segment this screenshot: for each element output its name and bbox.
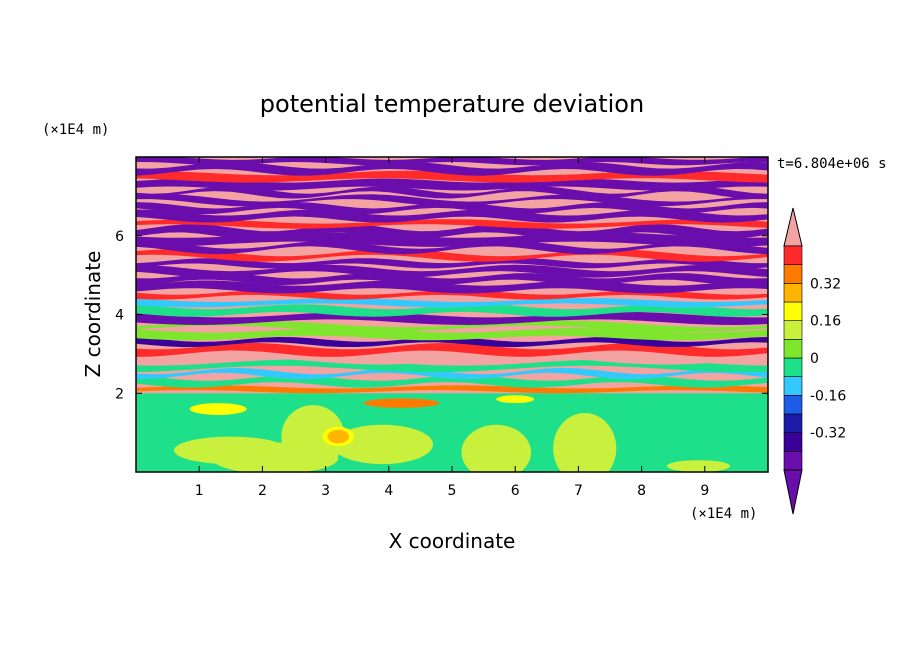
anomaly-band (136, 161, 768, 176)
chart-title: potential temperature deviation (260, 90, 644, 118)
x-unit-label: (×1E4 m) (690, 506, 757, 522)
anomaly-band (136, 264, 768, 278)
anomaly-band (136, 337, 768, 348)
anomaly-band (136, 232, 768, 247)
y-tick-label: 6 (115, 229, 124, 245)
plume (496, 395, 535, 404)
anomaly-band (136, 385, 768, 394)
x-tick-label: 8 (637, 483, 646, 499)
plume (461, 424, 531, 472)
y-unit-label: (×1E4 m) (42, 122, 109, 138)
plume (281, 405, 345, 469)
stable-layer (136, 157, 768, 394)
colorbar-segment (783, 320, 803, 340)
y-axis: 2 4 6 (115, 229, 768, 402)
colorbar-segment (783, 451, 803, 471)
anomaly-band (136, 359, 768, 373)
anomaly-band (136, 367, 768, 380)
anomaly-band (136, 202, 768, 215)
anomaly-band (136, 311, 768, 325)
anomaly-band (136, 224, 768, 240)
colorbar-segment (783, 413, 803, 433)
colorbar-segment (783, 245, 803, 265)
y-axis-label: Z coordinate (81, 251, 105, 378)
anomaly-band (136, 240, 768, 255)
colorbar-segment (783, 339, 803, 359)
x-tick-label: 6 (511, 483, 520, 499)
x-tick-label: 5 (448, 483, 457, 499)
anomaly-band (136, 298, 768, 308)
anomaly-band (136, 170, 768, 183)
colorbar-segment (783, 264, 803, 284)
x-axis-label: X coordinate (389, 529, 516, 553)
x-tick-label: 2 (258, 483, 267, 499)
x-axis: 1 2 3 4 5 6 7 8 9 (195, 157, 709, 499)
x-tick-label: 1 (195, 483, 204, 499)
y-tick-label: 4 (115, 308, 124, 324)
anomaly-band (136, 320, 768, 333)
anomaly-band (136, 219, 768, 229)
time-label: t=6.804e+06 s (777, 156, 887, 172)
plume (363, 398, 440, 408)
colorbar-tick-label: -0.32 (810, 426, 846, 442)
anomaly-band (136, 186, 768, 199)
colorbar-segment (783, 376, 803, 396)
x-tick-label: 3 (321, 483, 330, 499)
plume (666, 460, 731, 472)
y-tick-label: 2 (115, 386, 124, 402)
colorbar-tick-label: 0.32 (810, 276, 841, 292)
colorbar-extend-bottom (783, 469, 803, 515)
colorbar-extend-top (783, 207, 803, 247)
plume (327, 429, 349, 444)
colorbar-tick-label: 0 (810, 351, 819, 367)
plot-area (136, 157, 768, 472)
colorbar-segment (783, 357, 803, 377)
contour-field (136, 157, 768, 472)
plume (553, 412, 617, 472)
anomaly-band (136, 343, 768, 357)
x-tick-label: 4 (384, 483, 393, 499)
x-tick-label: 9 (700, 483, 709, 499)
colorbar-segment (783, 301, 803, 321)
colorbar: 0.32 0.16 0 -0.16 -0.32 (783, 207, 846, 515)
colorbar-segment (783, 283, 803, 303)
anomaly-band (136, 328, 768, 341)
colorbar-segment (783, 395, 803, 415)
anomaly-band (136, 209, 768, 223)
plume (331, 424, 434, 465)
plume (189, 403, 247, 415)
anomaly-band (136, 178, 768, 191)
colorbar-tick-label: 0.16 (810, 314, 841, 330)
colorbar-segment (783, 432, 803, 452)
anomaly-band (136, 258, 768, 269)
colorbar-tick-label: -0.16 (810, 388, 846, 404)
anomaly-band (136, 304, 768, 317)
anomaly-band (136, 273, 768, 286)
x-tick-label: 7 (574, 483, 583, 499)
mixed-layer (173, 395, 731, 472)
